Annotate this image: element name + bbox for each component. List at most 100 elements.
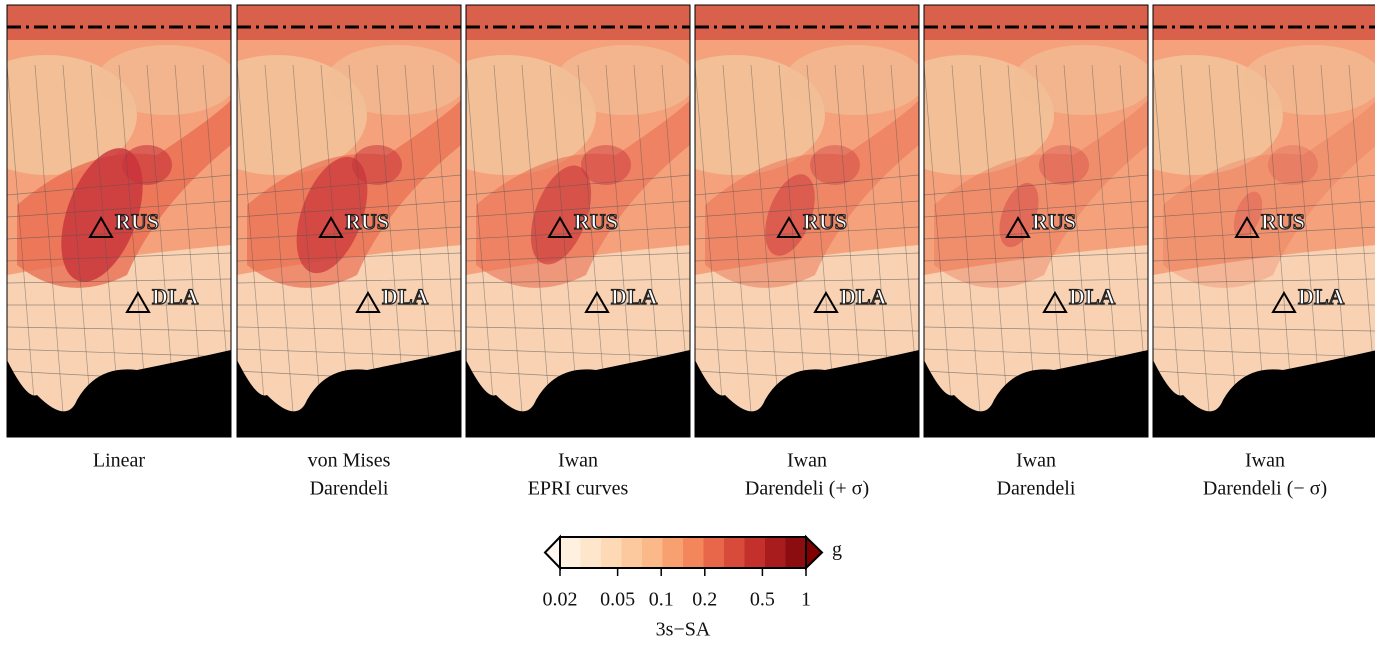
road [695, 278, 919, 284]
station-marker [88, 216, 114, 238]
intensity-zone [1268, 145, 1318, 185]
station-label: RUS [1032, 209, 1076, 234]
road [1153, 64, 1184, 437]
map-panel [7, 5, 231, 437]
ocean [237, 350, 461, 437]
road [237, 174, 461, 196]
road [7, 278, 231, 284]
station-label: RUS [574, 209, 618, 234]
colorbar-over [805, 534, 824, 571]
road [1153, 252, 1375, 262]
station-label: DLA [840, 284, 887, 309]
station-marker [813, 291, 839, 313]
station-marker [547, 216, 573, 238]
colorbar-segment [601, 537, 622, 568]
light-zone [556, 45, 690, 115]
station-label: RUS [803, 209, 847, 234]
road [466, 64, 497, 437]
ocean [924, 350, 1148, 437]
station-label: RUS [115, 209, 159, 234]
top-band [924, 5, 1148, 40]
map-panel [924, 5, 1148, 437]
colorbar-unit: g [832, 539, 842, 561]
panel-caption: Darendeli [997, 478, 1076, 500]
panel-caption: Darendeli (− σ) [1203, 478, 1327, 500]
station-label: DLA [1298, 284, 1345, 309]
road [466, 226, 690, 240]
intensity-zone [705, 100, 919, 288]
road [924, 200, 1148, 218]
map-panel [1153, 5, 1375, 437]
colorbar-tick-label: 0.02 [543, 589, 578, 611]
intensity-zone [581, 145, 631, 185]
station-marker [584, 291, 610, 313]
road [237, 200, 461, 218]
road [466, 200, 690, 218]
road [924, 252, 1148, 262]
intensity-zone [530, 165, 592, 265]
road [7, 348, 231, 358]
colorbar-segment [703, 537, 725, 568]
map-panel [695, 5, 919, 437]
road [951, 64, 983, 437]
road [924, 174, 1148, 196]
road [237, 278, 461, 284]
light-zone [327, 45, 461, 115]
road [493, 64, 525, 437]
intensity-zone [810, 145, 860, 185]
colorbar-segment [724, 537, 745, 568]
colorbar-under [543, 534, 561, 571]
panel-caption: Iwan [1245, 450, 1285, 472]
road [7, 174, 231, 196]
intensity-zone [765, 174, 815, 256]
intensity-zone [934, 100, 1148, 288]
top-band [237, 5, 461, 40]
top-band [695, 5, 919, 40]
intensity-zone [122, 145, 172, 185]
road [237, 326, 461, 332]
station-marker [355, 291, 381, 313]
light-zone [785, 45, 919, 115]
panel-frame [6, 4, 232, 438]
road [695, 326, 919, 332]
intensity-zone [1163, 101, 1375, 288]
colorbar-label: 3s−SA [656, 619, 711, 641]
panel-caption: Iwan [787, 450, 827, 472]
station-marker [125, 291, 151, 313]
road [695, 174, 919, 196]
colorbar-tick-label: 0.5 [750, 589, 775, 611]
road [466, 278, 690, 284]
panel-frame [236, 4, 462, 438]
ocean [1153, 350, 1375, 437]
road [237, 226, 461, 240]
road [264, 64, 296, 437]
road [695, 348, 919, 358]
ocean [466, 350, 690, 437]
road [237, 252, 461, 262]
ocean [695, 350, 919, 437]
station-label: DLA [611, 284, 658, 309]
road [1180, 64, 1212, 437]
panel-caption: EPRI curves [528, 478, 629, 500]
road [924, 226, 1148, 240]
colorbar-tick-label: 0.05 [600, 589, 635, 611]
colorbar-tick-label: 0.2 [692, 589, 717, 611]
station-label: RUS [345, 209, 389, 234]
panel-caption: Darendeli (+ σ) [745, 478, 869, 500]
road [34, 64, 66, 437]
road [924, 278, 1148, 284]
intensity-zone [352, 145, 402, 185]
panel-caption: Iwan [558, 450, 598, 472]
station-marker [1005, 216, 1031, 238]
road [1153, 326, 1375, 332]
panel-caption: Linear [93, 450, 146, 472]
intensity-zone [296, 156, 368, 274]
colorbar-segment [744, 537, 766, 568]
road [466, 326, 690, 332]
light-zone [1243, 45, 1375, 115]
colorbar-segment [765, 537, 786, 568]
road [466, 174, 690, 196]
road [7, 226, 231, 240]
colorbar-segment [785, 537, 807, 568]
